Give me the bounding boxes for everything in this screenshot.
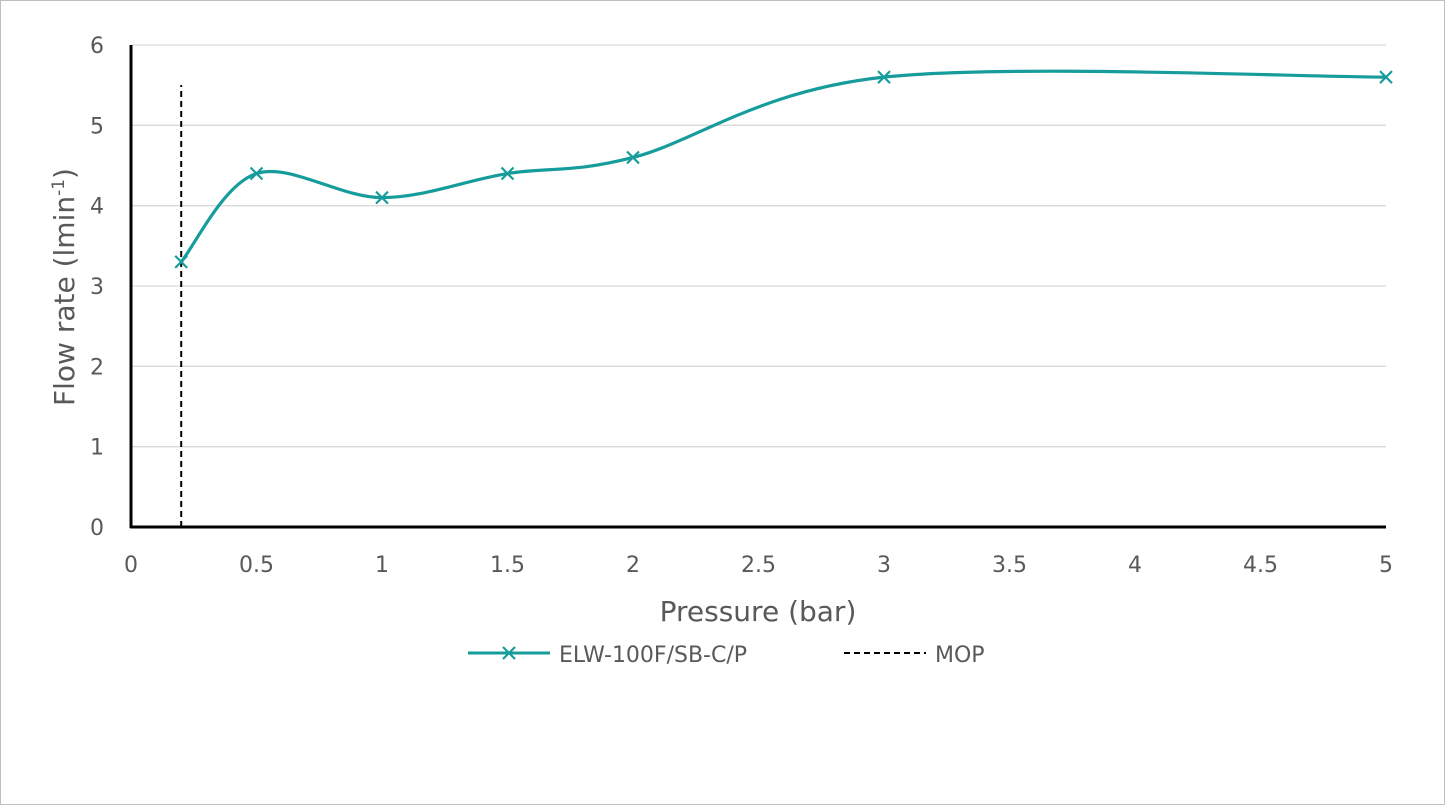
x-tick-label-8: 4 <box>1128 553 1142 578</box>
series-elw-point-2 <box>375 190 389 205</box>
y-tick-labels: 0 1 2 3 4 5 6 <box>90 34 104 541</box>
y-tick-label-3: 3 <box>90 275 104 300</box>
series <box>174 69 1393 527</box>
y-tick-label-1: 1 <box>90 436 104 461</box>
x-tick-labels: 0 0.5 1 1.5 2 2.5 3 3.5 4 4.5 5 <box>124 553 1393 578</box>
x-tick-label-0: 0 <box>124 553 138 578</box>
x-tick-label-4: 2 <box>626 553 640 578</box>
y-tick-label-4: 4 <box>90 195 104 220</box>
legend-label-elw: ELW-100F/SB-C/P <box>559 643 747 668</box>
y-axis-title-superscript: -1 <box>49 179 69 196</box>
x-tick-label-2: 1 <box>375 553 389 578</box>
y-tick-label-5: 5 <box>90 114 104 139</box>
series-elw-point-5 <box>877 70 891 84</box>
series-elw-line <box>179 69 1387 263</box>
legend-marker-elw <box>502 646 516 660</box>
y-axis-title-close: ) <box>48 168 81 179</box>
x-tick-label-5: 2.5 <box>741 553 776 578</box>
axes <box>129 45 1386 529</box>
x-tick-label-3: 1.5 <box>490 553 525 578</box>
series-elw-point-0 <box>174 255 188 269</box>
y-axis-title-main: Flow rate (lmin <box>48 196 81 406</box>
gridlines <box>131 44 1386 448</box>
series-elw-point-1 <box>249 166 264 181</box>
y-tick-label-0: 0 <box>90 516 104 541</box>
x-tick-label-7: 3.5 <box>992 553 1027 578</box>
x-tick-label-1: 0.5 <box>239 553 274 578</box>
series-elw-point-6 <box>1379 70 1393 84</box>
x-tick-label-9: 4.5 <box>1243 553 1278 578</box>
x-tick-label-10: 5 <box>1379 553 1393 578</box>
y-tick-label-6: 6 <box>90 34 104 59</box>
x-tick-label-6: 3 <box>877 553 891 578</box>
series-elw-point-4 <box>626 150 640 165</box>
y-axis-title: Flow rate (lmin-1) <box>48 168 81 406</box>
y-tick-label-2: 2 <box>90 355 104 380</box>
legend-item-mop: MOP <box>844 643 985 668</box>
legend: ELW-100F/SB-C/P MOP <box>468 643 985 668</box>
legend-item-elw: ELW-100F/SB-C/P <box>468 643 747 668</box>
x-axis-title: Pressure (bar) <box>660 595 857 628</box>
series-elw-point-3 <box>500 166 515 181</box>
legend-label-mop: MOP <box>935 643 985 668</box>
